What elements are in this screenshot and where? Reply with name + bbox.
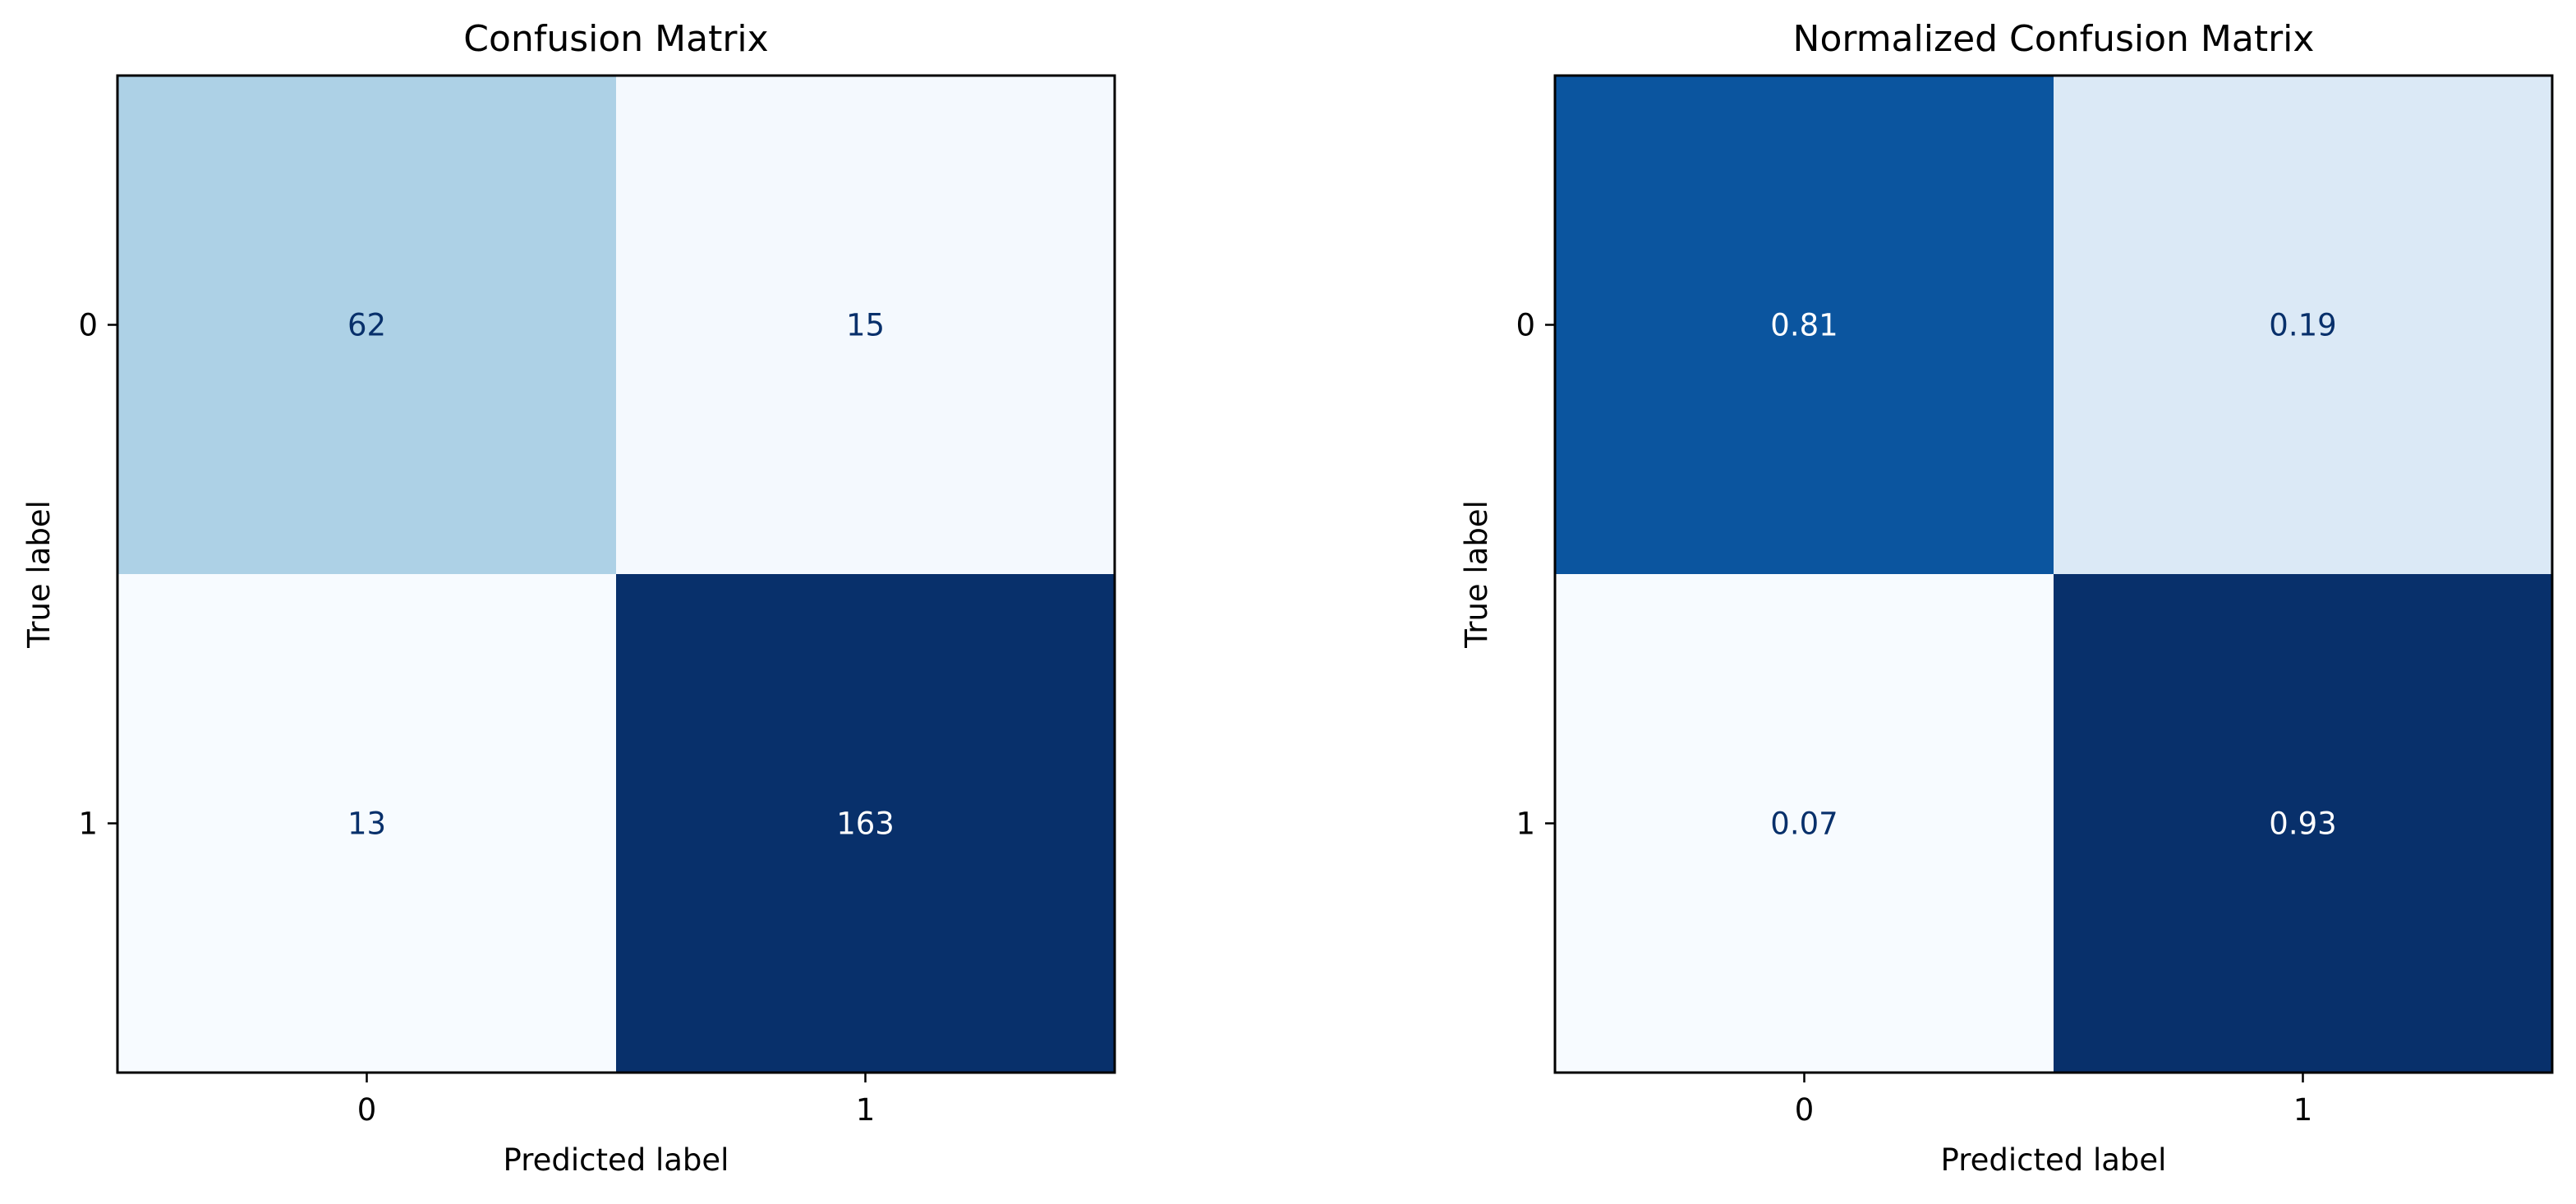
cell-value-label-r0-c1: 0.19 [2269, 308, 2336, 343]
y-axis-ticks: 01 [1516, 308, 1555, 842]
heatmap-cell-r0-c0 [117, 76, 617, 575]
x-tick-label: 1 [856, 1092, 876, 1128]
plot-frame [116, 74, 1116, 1074]
plot-frame [1553, 74, 2554, 1074]
heatmap-cell-r0-c1 [616, 76, 1116, 575]
heatmap-cells [117, 76, 1116, 1073]
cell-value-label-r1-c0: 0.07 [1770, 806, 1838, 842]
y-axis-label: True label [21, 500, 57, 649]
x-tick-label: 0 [1795, 1092, 1815, 1128]
y-axis-label: True label [1459, 500, 1494, 649]
cell-value-labels: 62 15 13 163 [347, 308, 895, 842]
heatmap-cell-r1-c0 [1555, 574, 2054, 1073]
chart-title: Normalized Confusion Matrix [1793, 18, 2315, 60]
heatmap-cells [1555, 76, 2553, 1073]
heatmap-cell-r1-c1 [616, 574, 1116, 1073]
x-axis-label: Predicted label [504, 1142, 729, 1178]
cell-value-label-r1-c1: 163 [836, 806, 895, 842]
x-tick-label: 1 [2293, 1092, 2313, 1128]
cell-value-label-r1-c0: 13 [347, 806, 386, 842]
y-tick-label: 1 [78, 806, 98, 842]
cell-value-label-r0-c0: 62 [347, 308, 386, 343]
y-axis-ticks: 01 [78, 308, 117, 842]
y-tick-label: 0 [1516, 308, 1535, 343]
cell-value-label-r0-c0: 0.81 [1770, 308, 1838, 343]
normalized-confusion-matrix-panel: Normalized Confusion Matrix 0.81 0.19 0.07… [1459, 18, 2554, 1178]
cell-value-label-r1-c1: 0.93 [2269, 806, 2336, 842]
cell-value-label-r0-c1: 15 [846, 308, 885, 343]
x-axis-label: Predicted label [1941, 1142, 2167, 1178]
x-tick-label: 0 [357, 1092, 377, 1128]
y-tick-label: 0 [78, 308, 98, 343]
heatmap-cell-r0-c0 [1555, 76, 2054, 575]
cell-value-labels: 0.81 0.19 0.07 0.93 [1770, 308, 2336, 842]
heatmap-cell-r0-c1 [2054, 76, 2553, 575]
heatmap-cell-r1-c1 [2054, 574, 2553, 1073]
heatmap-cell-r1-c0 [117, 574, 617, 1073]
chart-title: Confusion Matrix [463, 18, 768, 60]
y-tick-label: 1 [1516, 806, 1535, 842]
